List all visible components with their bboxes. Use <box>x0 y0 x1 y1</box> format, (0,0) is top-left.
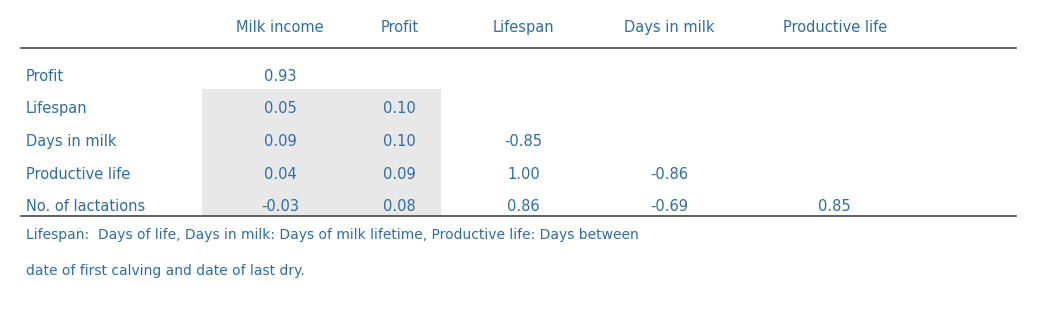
Bar <box>202 89 441 215</box>
Text: Lifespan: Lifespan <box>26 101 87 116</box>
Text: -0.85: -0.85 <box>505 134 542 149</box>
Text: 0.09: 0.09 <box>263 134 297 149</box>
Text: Productive life: Productive life <box>783 21 887 35</box>
Text: Productive life: Productive life <box>26 167 131 182</box>
Text: Milk income: Milk income <box>236 21 324 35</box>
Text: 0.85: 0.85 <box>818 199 851 214</box>
Text: 0.05: 0.05 <box>263 101 297 116</box>
Text: 0.10: 0.10 <box>383 101 416 116</box>
Text: -0.69: -0.69 <box>650 199 688 214</box>
Text: -0.86: -0.86 <box>650 167 688 182</box>
Text: No. of lactations: No. of lactations <box>26 199 145 214</box>
Text: Lifespan:  Days of life, Days in milk: Days of milk lifetime, Productive life: D: Lifespan: Days of life, Days in milk: Da… <box>26 228 639 242</box>
Text: 0.10: 0.10 <box>383 134 416 149</box>
Text: Profit: Profit <box>26 69 64 84</box>
Text: -0.03: -0.03 <box>261 199 299 214</box>
Text: 0.86: 0.86 <box>507 199 540 214</box>
Text: 0.04: 0.04 <box>263 167 297 182</box>
Text: 0.93: 0.93 <box>263 69 297 84</box>
Text: Profit: Profit <box>381 21 418 35</box>
Text: 1.00: 1.00 <box>507 167 540 182</box>
Text: date of first calving and date of last dry.: date of first calving and date of last d… <box>26 263 305 278</box>
Text: 0.09: 0.09 <box>383 167 416 182</box>
Text: Days in milk: Days in milk <box>623 21 714 35</box>
Text: 0.08: 0.08 <box>383 199 416 214</box>
Text: Lifespan: Lifespan <box>493 21 555 35</box>
Text: Days in milk: Days in milk <box>26 134 116 149</box>
